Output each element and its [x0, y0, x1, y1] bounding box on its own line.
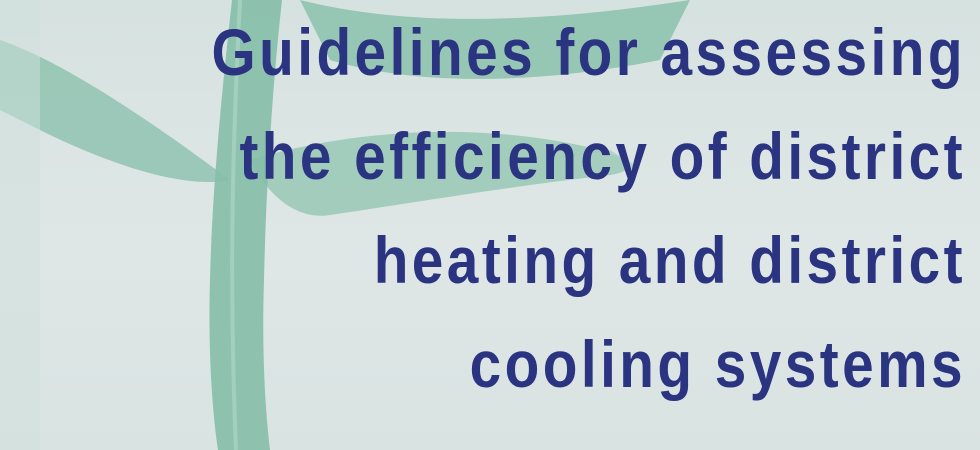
title-line-3: heating and district	[373, 223, 966, 297]
title-line-2: the efficiency of district	[239, 119, 967, 193]
title-line-4: cooling systems	[469, 327, 966, 401]
report-title: Guidelines for assessing the efficiency …	[6, 0, 966, 416]
title-line-1: Guidelines for assessing	[211, 15, 966, 89]
